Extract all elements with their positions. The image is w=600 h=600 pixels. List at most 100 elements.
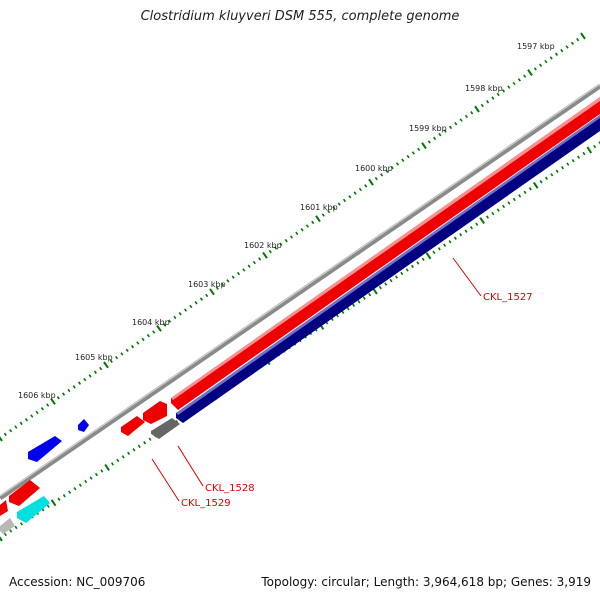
gene-label-ckl-1527[interactable]: CKL_1527	[483, 292, 533, 303]
inner-tick-minor	[132, 448, 136, 452]
outer-tick-minor	[443, 129, 447, 133]
inner-tick-minor	[346, 307, 350, 311]
outer-tick-minor	[14, 425, 18, 429]
gene-grey-edge[interactable]	[0, 518, 15, 534]
outer-tick-minor	[491, 96, 495, 100]
inner-tick-minor	[486, 215, 489, 219]
outer-tick-minor	[311, 220, 315, 225]
gene-ckl-1528-arrow[interactable]	[143, 401, 167, 424]
inner-tick-minor	[68, 490, 72, 494]
inner-tick-minor	[368, 292, 372, 297]
inner-tick-minor	[469, 225, 473, 230]
outer-tick-minor	[152, 330, 156, 334]
outer-tick-minor	[178, 312, 182, 316]
gene-blue-forward[interactable]	[28, 436, 62, 462]
tick-label-1600: 1600 kbp	[355, 164, 393, 173]
gene-grey-reverse[interactable]	[151, 418, 180, 439]
gene-ckl-1529-arrow[interactable]	[121, 416, 145, 436]
outer-tick-minor	[496, 92, 500, 97]
inner-tick-minor	[577, 155, 581, 159]
tick-label-1604: 1604 kbp	[132, 318, 170, 327]
gene-label-ckl-1529[interactable]: CKL_1529	[181, 498, 231, 509]
outer-tick-minor	[438, 132, 442, 137]
gene-red-edge[interactable]	[0, 500, 8, 516]
outer-tick-ring	[0, 32, 586, 442]
inner-tick-minor	[512, 197, 516, 202]
outer-tick-minor	[236, 271, 241, 276]
inner-tick-ring	[0, 141, 600, 542]
outer-tick-minor	[549, 56, 553, 60]
accession-text: Accession: NC_009706	[9, 575, 146, 589]
inner-tick-minor	[78, 483, 82, 487]
inner-tick-major	[586, 146, 593, 154]
inner-tick-minor	[405, 268, 409, 272]
inner-tick-minor	[507, 201, 511, 205]
outer-tick-minor	[162, 323, 166, 327]
outer-tick-minor	[554, 52, 559, 56]
outer-tick-minor	[247, 264, 251, 268]
inner-tick-minor	[137, 444, 141, 449]
inner-tick-minor	[378, 285, 382, 290]
outer-tick-minor	[252, 260, 256, 265]
outer-tick-minor	[56, 396, 60, 400]
label-leader-ckl-1527	[452, 257, 482, 297]
inner-tick-minor	[394, 275, 398, 279]
genome-backbone	[0, 83, 600, 501]
inner-tick-minor	[561, 165, 564, 170]
outer-tick-minor	[390, 165, 394, 170]
tick-label-1598: 1598 kbp	[465, 84, 503, 93]
outer-tick-minor	[433, 136, 437, 141]
outer-tick-minor	[364, 184, 368, 188]
gene-cds-reverse-highlight	[176, 115, 600, 415]
outer-tick-minor	[194, 301, 198, 305]
inner-tick-minor	[62, 493, 66, 498]
outer-tick-minor	[570, 41, 574, 45]
inner-tick-minor	[111, 462, 114, 466]
inner-tick-minor	[46, 504, 50, 508]
outer-tick-minor	[83, 377, 87, 382]
outer-tick-minor	[67, 388, 71, 393]
gene-blue-small[interactable]	[78, 419, 89, 432]
inner-tick-minor	[437, 247, 441, 251]
outer-tick-minor	[565, 45, 569, 49]
outer-tick-major	[50, 398, 56, 405]
outer-tick-minor	[533, 67, 537, 71]
inner-tick-minor	[475, 222, 479, 226]
outer-tick-minor	[385, 169, 389, 173]
gene-red-lower[interactable]	[9, 480, 40, 506]
outer-tick-major	[580, 32, 586, 40]
outer-tick-minor	[411, 151, 415, 155]
outer-tick-minor	[258, 257, 262, 261]
outer-tick-minor	[46, 403, 50, 407]
outer-tick-minor	[173, 315, 177, 320]
outer-tick-minor	[199, 297, 203, 301]
outer-tick-major	[262, 251, 268, 259]
backbone-highlight	[0, 83, 600, 497]
inner-tick-major	[0, 536, 3, 542]
outer-tick-minor	[512, 81, 516, 86]
outer-tick-minor	[358, 187, 362, 192]
tick-label-1599: 1599 kbp	[409, 124, 447, 133]
outer-tick-minor	[295, 231, 299, 236]
outer-tick-major	[527, 69, 533, 76]
outer-tick-minor	[560, 48, 564, 53]
outer-tick-minor	[35, 410, 39, 415]
outer-tick-minor	[480, 103, 484, 108]
gene-cyan-lower[interactable]	[17, 496, 50, 523]
outer-tick-minor	[99, 366, 103, 371]
outer-tick-minor	[327, 209, 331, 214]
outer-tick-minor	[470, 111, 474, 115]
outer-tick-minor	[189, 304, 193, 309]
inner-tick-minor	[518, 194, 522, 198]
inner-tick-minor	[593, 144, 597, 149]
outer-tick-minor	[289, 235, 294, 239]
outer-tick-minor	[88, 374, 92, 378]
inner-tick-minor	[432, 250, 436, 255]
outer-tick-minor	[77, 381, 82, 385]
inner-tick-minor	[539, 180, 543, 184]
outer-tick-minor	[72, 385, 76, 389]
outer-tick-minor	[337, 202, 341, 206]
tick-label-1605: 1605 kbp	[75, 353, 113, 362]
gene-label-ckl-1528[interactable]: CKL_1528	[205, 483, 255, 494]
